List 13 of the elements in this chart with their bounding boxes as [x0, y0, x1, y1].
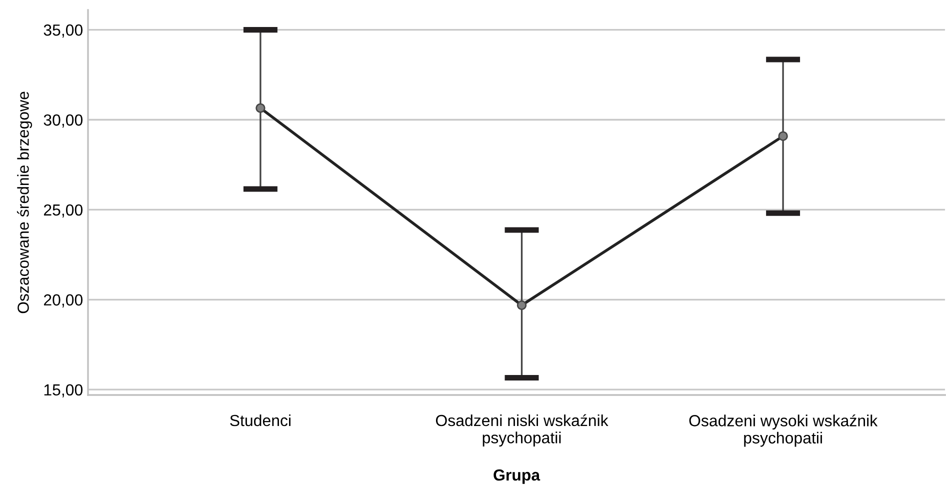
point	[778, 131, 788, 141]
x-axis-title: Grupa	[494, 469, 540, 484]
y-tick-label: 35,00	[44, 24, 83, 38]
x-tick-label: Studenci	[230, 414, 290, 426]
x-tick-label: Osadzeni wysoki wskaźnik psychopatii	[689, 414, 878, 447]
point	[516, 300, 527, 310]
y-tick-label: 25,00	[44, 204, 83, 218]
point	[256, 103, 266, 113]
y-tick-label: 30,00	[44, 114, 83, 128]
y-tick-label: 15,00	[44, 384, 83, 398]
y-tick-label: 20,00	[44, 294, 83, 308]
x-tick-label: Osadzeni niski wskaźnik psychopatii	[436, 414, 608, 447]
y-axis-title: Oszacowane średnie brzegowe	[16, 92, 32, 314]
